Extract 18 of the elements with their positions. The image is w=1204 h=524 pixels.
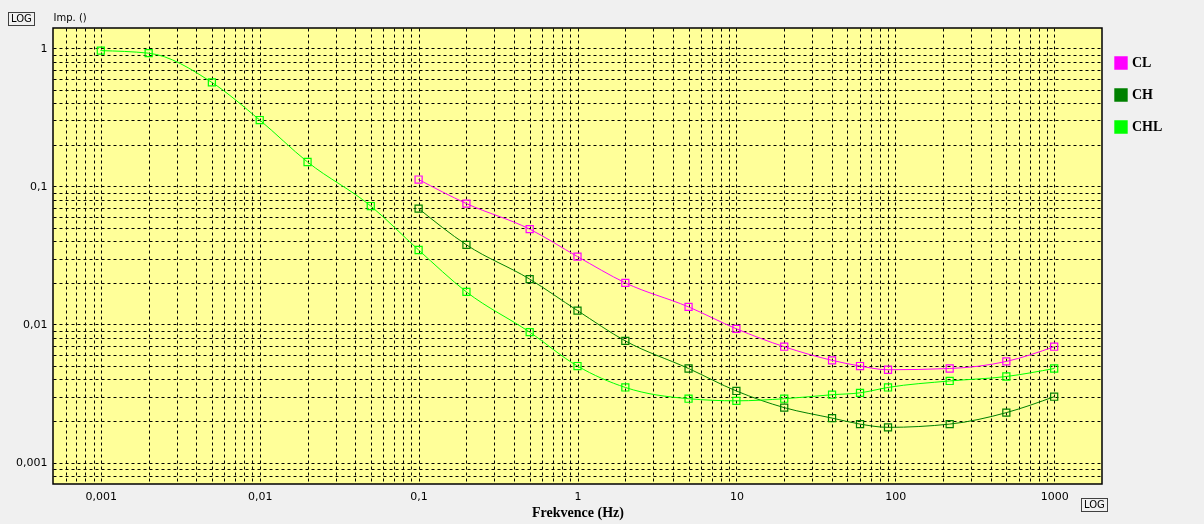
x-axis-title: Frekvence (Hz) — [532, 504, 625, 521]
y-tick-label: 0,001 — [16, 456, 48, 470]
x-tick-label: 1 — [574, 489, 582, 503]
legend-label: CL — [1132, 55, 1152, 70]
y-tick-label: 1 — [40, 41, 48, 55]
x-tick-label: 0,001 — [85, 489, 118, 503]
legend-label: CHL — [1132, 119, 1163, 134]
x-tick-label: 0,1 — [410, 489, 428, 503]
text: LOG — [8, 12, 35, 26]
y-tick-label: 0,01 — [23, 317, 48, 331]
legend-label: CH — [1132, 87, 1154, 102]
y-axis-title: Imp. () — [53, 11, 87, 23]
x-tick-label: 0,01 — [247, 489, 273, 503]
x-tick-label: 1000 — [1040, 489, 1069, 503]
x-tick-label: 10 — [729, 489, 744, 503]
y-tick-label: 0,1 — [30, 179, 48, 193]
text: LOG — [1081, 498, 1108, 512]
x-tick-label: 100 — [885, 489, 907, 503]
